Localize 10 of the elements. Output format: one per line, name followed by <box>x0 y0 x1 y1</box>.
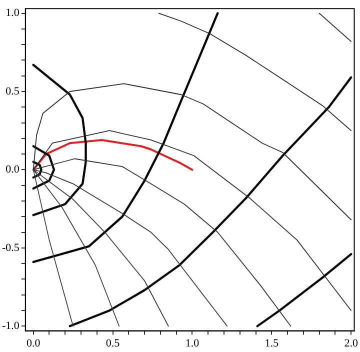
x-tick-label: 1.0 <box>185 337 200 350</box>
y-tick-label: -0.5 <box>2 242 20 254</box>
y-tick-label: 0.5 <box>6 85 20 98</box>
y-tick-label: 0.0 <box>6 164 20 176</box>
x-tick-label: 0.0 <box>26 337 41 350</box>
x-tick-label: 2.0 <box>344 337 358 350</box>
x-tick-label: 0.5 <box>106 337 120 350</box>
y-tick-label: 1.0 <box>6 7 20 20</box>
y-tick-label: -1.0 <box>2 320 20 332</box>
x-tick-label: 1.5 <box>264 337 280 350</box>
